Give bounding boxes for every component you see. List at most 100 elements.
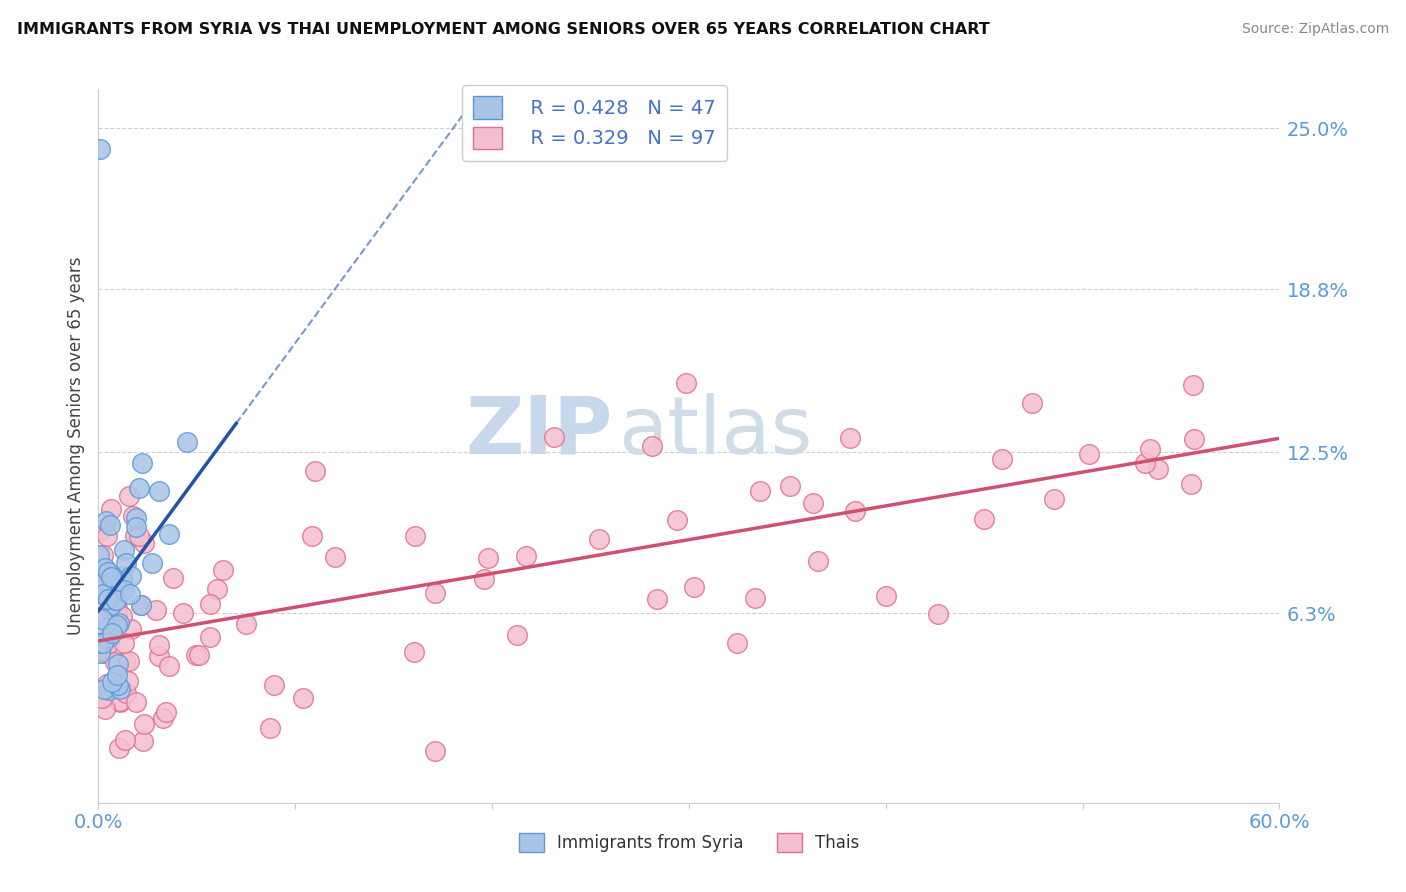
- Point: [90, 582, 112, 597]
- Point: [132, 717, 155, 731]
- Point: [98, 603, 121, 617]
- Point: [94, 622, 117, 636]
- Point: [645, 592, 668, 607]
- Point: [107, 615, 129, 630]
- Point: [100, 599, 122, 613]
- Point: [112, 635, 135, 649]
- Point: [675, 376, 697, 390]
- Point: [122, 509, 145, 524]
- Point: [291, 690, 314, 705]
- Point: [129, 598, 152, 612]
- Point: [91, 636, 114, 650]
- Point: [96, 676, 118, 690]
- Point: [128, 529, 150, 543]
- Point: [124, 529, 146, 543]
- Point: [844, 504, 866, 518]
- Point: [115, 686, 138, 700]
- Point: [114, 556, 136, 570]
- Point: [112, 542, 135, 557]
- Point: [211, 563, 233, 577]
- Point: [89, 644, 111, 658]
- Point: [101, 674, 124, 689]
- Point: [472, 572, 495, 586]
- Point: [1147, 462, 1170, 476]
- Point: [744, 591, 766, 606]
- Point: [875, 590, 897, 604]
- Point: [118, 489, 141, 503]
- Point: [128, 481, 150, 495]
- Point: [131, 456, 153, 470]
- Point: [96, 586, 118, 600]
- Point: [117, 673, 139, 688]
- Point: [108, 741, 131, 756]
- Point: [152, 711, 174, 725]
- Point: [304, 465, 326, 479]
- Point: [107, 657, 129, 671]
- Point: [129, 599, 152, 613]
- Point: [93, 682, 115, 697]
- Point: [90, 523, 112, 537]
- Point: [148, 638, 170, 652]
- Point: [98, 683, 121, 698]
- Point: [120, 569, 142, 583]
- Point: [259, 721, 281, 735]
- Point: [125, 511, 148, 525]
- Point: [94, 561, 117, 575]
- Point: [94, 702, 117, 716]
- Point: [118, 587, 141, 601]
- Point: [1021, 396, 1043, 410]
- Point: [111, 609, 134, 624]
- Point: [198, 597, 221, 611]
- Point: [145, 603, 167, 617]
- Point: [105, 601, 128, 615]
- Point: [105, 617, 128, 632]
- Point: [98, 636, 121, 650]
- Point: [120, 622, 142, 636]
- Point: [105, 668, 128, 682]
- Point: [1182, 432, 1205, 446]
- Point: [973, 512, 995, 526]
- Point: [97, 566, 120, 580]
- Point: [141, 556, 163, 570]
- Point: [263, 678, 285, 692]
- Point: [89, 576, 111, 591]
- Point: [425, 744, 447, 758]
- Point: [91, 548, 114, 562]
- Point: [93, 587, 115, 601]
- Point: [125, 695, 148, 709]
- Point: [89, 142, 111, 156]
- Point: [779, 479, 801, 493]
- Point: [101, 626, 124, 640]
- Point: [157, 526, 180, 541]
- Point: [205, 582, 228, 596]
- Point: [1139, 442, 1161, 457]
- Point: [114, 732, 136, 747]
- Point: [323, 550, 346, 565]
- Point: [801, 495, 824, 509]
- Point: [184, 648, 207, 663]
- Point: [89, 646, 111, 660]
- Point: [90, 637, 112, 651]
- Point: [1181, 378, 1204, 392]
- Text: atlas: atlas: [619, 392, 813, 471]
- Point: [97, 591, 120, 606]
- Point: [132, 734, 155, 748]
- Point: [148, 649, 170, 664]
- Text: ZIP: ZIP: [465, 392, 612, 471]
- Y-axis label: Unemployment Among Seniors over 65 years: Unemployment Among Seniors over 65 years: [66, 257, 84, 635]
- Point: [105, 592, 128, 607]
- Point: [157, 659, 180, 673]
- Point: [839, 431, 862, 445]
- Point: [101, 586, 124, 600]
- Legend: Immigrants from Syria, Thais: Immigrants from Syria, Thais: [512, 826, 866, 859]
- Point: [89, 643, 111, 657]
- Point: [477, 551, 499, 566]
- Point: [301, 529, 323, 543]
- Point: [172, 606, 194, 620]
- Point: [1043, 491, 1066, 506]
- Point: [176, 435, 198, 450]
- Point: [235, 616, 257, 631]
- Point: [515, 549, 537, 563]
- Text: Source: ZipAtlas.com: Source: ZipAtlas.com: [1241, 22, 1389, 37]
- Point: [641, 439, 664, 453]
